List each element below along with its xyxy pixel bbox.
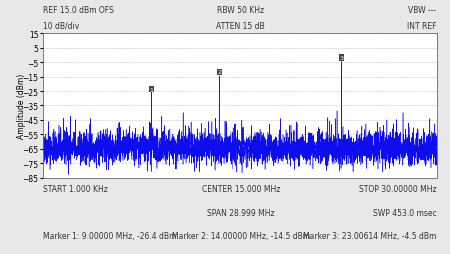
- Text: INT REF: INT REF: [407, 22, 436, 30]
- Y-axis label: Amplitude (dBm): Amplitude (dBm): [17, 74, 26, 138]
- Text: Marker 1: 9.00000 MHz, -26.4 dBm: Marker 1: 9.00000 MHz, -26.4 dBm: [43, 231, 176, 240]
- Text: 2: 2: [217, 70, 221, 75]
- Text: 10 dB/div: 10 dB/div: [43, 22, 79, 30]
- Text: CENTER 15.000 MHz: CENTER 15.000 MHz: [202, 184, 280, 193]
- Text: SWP 453.0 msec: SWP 453.0 msec: [373, 208, 436, 217]
- Text: Marker 3: 23.00614 MHz, -4.5 dBm: Marker 3: 23.00614 MHz, -4.5 dBm: [303, 231, 436, 240]
- Text: START 1.000 KHz: START 1.000 KHz: [43, 184, 108, 193]
- Text: 3: 3: [339, 56, 343, 61]
- Text: Marker 2: 14.00000 MHz, -14.5 dBm: Marker 2: 14.00000 MHz, -14.5 dBm: [172, 231, 310, 240]
- Text: ATTEN 15 dB: ATTEN 15 dB: [216, 22, 265, 30]
- Text: STOP 30.00000 MHz: STOP 30.00000 MHz: [359, 184, 436, 193]
- Text: SPAN 28.999 MHz: SPAN 28.999 MHz: [207, 208, 274, 217]
- Text: VBW ---: VBW ---: [408, 6, 436, 15]
- Text: RBW 50 KHz: RBW 50 KHz: [217, 6, 264, 15]
- Text: 1: 1: [149, 87, 153, 92]
- Text: REF 15.0 dBm OFS: REF 15.0 dBm OFS: [43, 6, 113, 15]
